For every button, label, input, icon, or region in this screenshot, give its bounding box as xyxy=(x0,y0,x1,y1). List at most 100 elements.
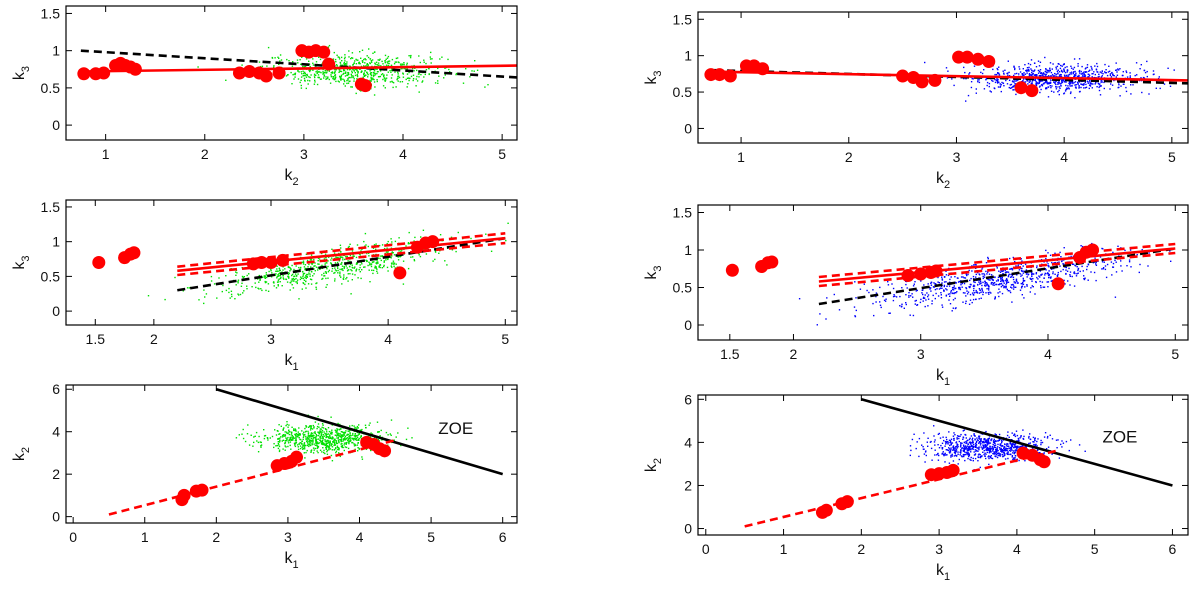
cloud-point xyxy=(315,444,318,446)
cloud-point xyxy=(1021,294,1023,296)
cloud-point xyxy=(986,288,988,290)
cloud-point xyxy=(395,61,398,63)
cloud-point xyxy=(1139,263,1141,266)
cloud-point xyxy=(305,87,307,90)
cloud-point xyxy=(1136,74,1138,76)
cloud-point xyxy=(1095,263,1097,265)
cloud-point xyxy=(291,274,293,277)
cloud-point xyxy=(372,269,375,272)
cloud-point xyxy=(1061,71,1064,73)
cloud-point xyxy=(1029,438,1031,440)
cloud-point xyxy=(1051,279,1053,282)
cloud-point xyxy=(374,68,377,70)
cloud-point xyxy=(1015,83,1017,85)
cloud-point xyxy=(329,82,332,84)
cloud-point xyxy=(887,284,890,286)
cloud-point xyxy=(295,281,297,283)
cloud-point xyxy=(277,56,279,58)
cloud-point xyxy=(1012,89,1014,91)
cloud-point xyxy=(351,279,353,281)
cloud-point xyxy=(357,450,359,452)
cloud-point xyxy=(985,79,987,81)
cloud-point xyxy=(382,74,385,77)
cloud-point xyxy=(289,289,291,291)
cloud-point xyxy=(323,77,325,79)
cloud-point xyxy=(1079,72,1081,74)
cloud-point xyxy=(957,281,960,283)
cloud-point xyxy=(1017,437,1020,440)
cloud-point xyxy=(364,424,367,426)
cloud-point xyxy=(952,289,955,291)
cloud-point xyxy=(905,283,907,286)
cloud-point xyxy=(997,280,999,282)
cloud-point xyxy=(974,457,977,460)
cloud-point xyxy=(1026,69,1028,71)
cloud-point xyxy=(297,62,299,64)
cloud-point xyxy=(988,82,991,85)
cloud-point xyxy=(1018,446,1020,448)
cloud-point xyxy=(954,307,957,310)
cloud-point xyxy=(241,282,243,284)
cloud-point xyxy=(937,452,939,455)
cloud-point xyxy=(1098,89,1101,92)
cloud-point xyxy=(1007,431,1009,433)
cloud-point xyxy=(1090,83,1093,85)
cloud-point xyxy=(308,263,310,266)
cloud-point xyxy=(1014,67,1016,70)
cloud-point xyxy=(976,447,978,449)
cloud-point xyxy=(988,279,990,281)
cloud-point xyxy=(955,446,958,448)
cloud-point xyxy=(279,269,281,272)
cloud-point xyxy=(1016,447,1018,449)
cloud-point xyxy=(1011,449,1013,451)
cloud-point xyxy=(381,244,384,246)
cloud-point xyxy=(351,273,354,275)
cloud-point xyxy=(350,293,352,295)
cloud-point xyxy=(938,447,941,449)
cloud-point xyxy=(951,286,954,289)
cloud-point xyxy=(905,302,907,304)
cloud-point xyxy=(1050,71,1053,74)
cloud-point xyxy=(948,462,951,464)
cloud-point xyxy=(304,276,306,279)
cloud-point xyxy=(309,69,311,71)
cloud-point xyxy=(322,71,324,73)
cloud-point xyxy=(291,434,294,437)
cloud-point xyxy=(337,447,339,449)
cloud-point xyxy=(983,88,986,90)
cloud-point xyxy=(336,429,339,431)
cloud-point xyxy=(1118,82,1120,84)
cloud-point xyxy=(397,61,399,63)
cloud-point xyxy=(367,245,369,248)
cloud-point xyxy=(287,74,289,76)
cloud-point xyxy=(1038,452,1040,454)
cloud-point xyxy=(965,295,967,297)
cloud-point xyxy=(373,81,376,83)
cloud-point xyxy=(288,431,290,433)
cloud-point xyxy=(333,442,336,444)
cloud-point xyxy=(985,282,988,284)
cloud-point xyxy=(1086,64,1089,66)
cloud-point xyxy=(248,273,250,275)
cloud-point xyxy=(329,443,331,445)
cloud-point xyxy=(317,431,319,433)
cloud-point xyxy=(1044,70,1046,73)
cloud-point xyxy=(434,258,436,261)
cloud-point xyxy=(358,269,360,271)
cloud-point xyxy=(351,57,353,59)
cloud-point xyxy=(327,442,329,444)
cloud-point xyxy=(309,278,312,280)
cloud-point xyxy=(941,442,944,444)
cloud-point xyxy=(336,54,338,56)
cloud-point xyxy=(905,303,907,306)
cloud-point xyxy=(1112,262,1115,265)
cloud-point xyxy=(302,277,305,280)
cloud-point xyxy=(294,273,297,275)
cloud-point xyxy=(995,446,997,449)
cloud-point xyxy=(956,438,958,440)
cloud-point xyxy=(1069,92,1072,95)
cloud-point xyxy=(997,82,999,84)
cloud-point xyxy=(1048,82,1050,85)
cloud-point xyxy=(425,69,428,71)
cloud-point xyxy=(341,431,343,433)
